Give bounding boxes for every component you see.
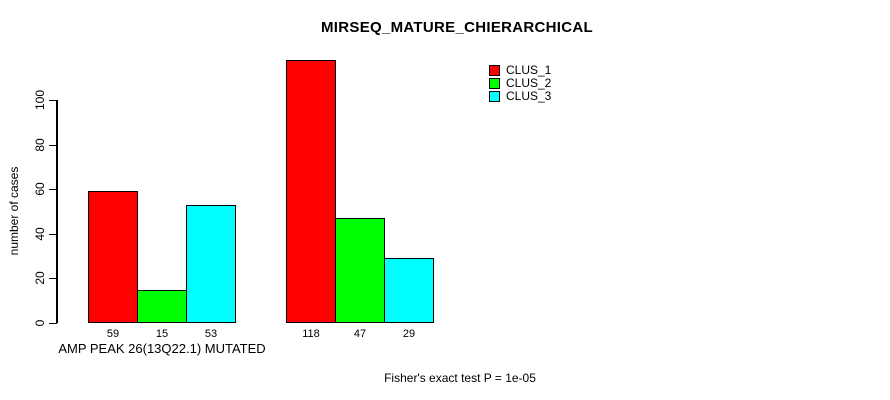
x-axis-group-label: AMP PEAK 26(13Q22.1) MUTATED: [58, 341, 266, 356]
bar-value-label: 29: [402, 328, 416, 340]
y-axis-line: [56, 100, 58, 323]
y-tick-mark: [49, 99, 57, 101]
bar-clus_3-group1: [186, 205, 236, 323]
y-axis-title: number of cases: [7, 166, 21, 256]
fisher-test-annotation: Fisher's exact test P = 1e-05: [384, 371, 536, 385]
legend-label: CLUS_3: [506, 89, 552, 103]
legend-swatch-icon: [489, 78, 500, 89]
bar-clus_2-group1: [137, 290, 187, 323]
bar-value-label: 59: [106, 328, 120, 340]
y-tick-mark: [49, 144, 57, 146]
legend-swatch-icon: [489, 91, 500, 102]
bar-clus_3-group2: [384, 258, 434, 323]
y-tick-label: 60: [33, 182, 47, 196]
bar-value-label: 118: [302, 328, 320, 340]
y-tick-mark: [49, 233, 57, 235]
legend-label: CLUS_2: [506, 76, 552, 90]
bar-value-label: 47: [353, 328, 367, 340]
bar-value-label: 15: [155, 328, 169, 340]
bar-value-label: 53: [204, 328, 218, 340]
legend-item-clus_1: CLUS_1: [489, 64, 551, 77]
legend: CLUS_1 CLUS_2 CLUS_3: [489, 64, 551, 103]
y-tick-mark: [49, 188, 57, 190]
bar-clus_2-group2: [335, 218, 385, 323]
y-tick-label: 100: [33, 89, 47, 111]
y-tick-label: 0: [33, 319, 47, 327]
y-tick-mark: [49, 277, 57, 279]
legend-item-clus_3: CLUS_3: [489, 90, 551, 103]
bar-clus_1-group2: [286, 60, 336, 323]
legend-item-clus_2: CLUS_2: [489, 77, 551, 90]
chart-title: MIRSEQ_MATURE_CHIERARCHICAL: [321, 19, 593, 36]
legend-label: CLUS_1: [506, 63, 552, 77]
y-tick-label: 40: [33, 227, 47, 241]
y-tick-label: 80: [33, 138, 47, 152]
y-tick-label: 20: [33, 271, 47, 285]
legend-swatch-icon: [489, 65, 500, 76]
bar-clus_1-group1: [88, 191, 138, 323]
y-tick-mark: [49, 322, 57, 324]
